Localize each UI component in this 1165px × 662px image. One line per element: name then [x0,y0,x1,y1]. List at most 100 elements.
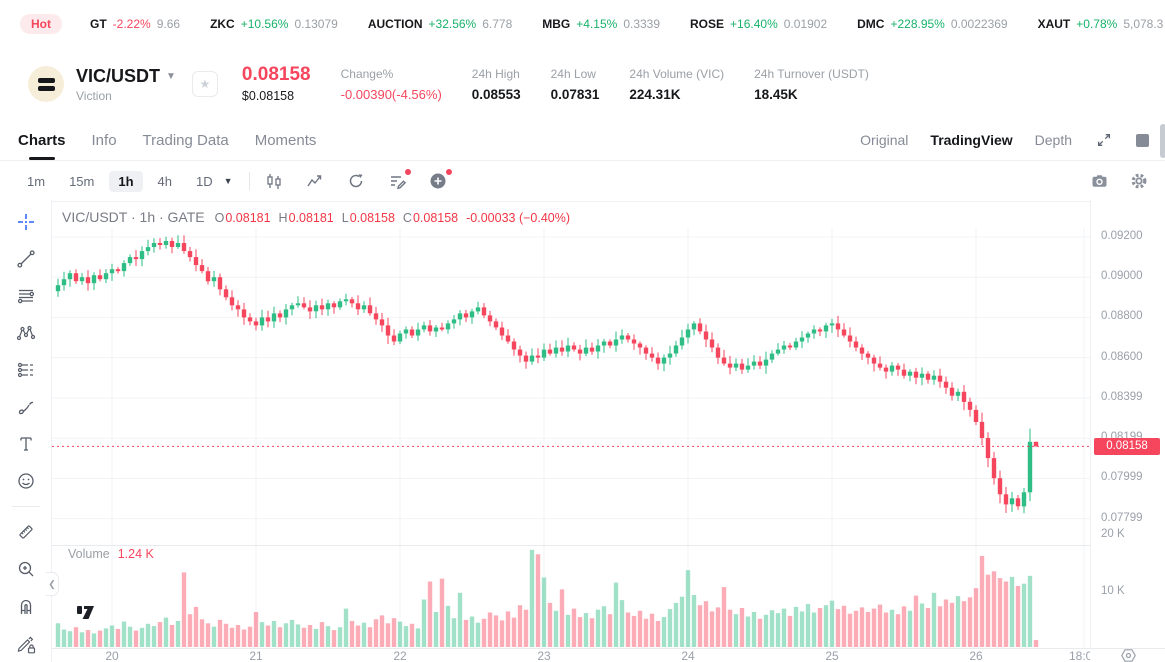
stat-value: 224.31K [629,86,681,102]
usd-price: $0.08158 [241,88,295,103]
price-axis-label: 0.08399 [1101,391,1143,403]
candle-style-icon[interactable] [264,171,284,191]
brush-tool[interactable] [12,393,40,421]
interval-buttons: 1m 15m 1h 4h 1D [18,170,222,192]
tab-info[interactable]: Info [91,131,117,149]
add-circle-icon[interactable] [428,169,452,191]
interval-button-1h[interactable]: 1h [109,170,143,192]
price-axis[interactable]: 0.09200 0.09000 0.08800 0.08600 0.08399 0.081… [1090,124,1165,648]
interval-button-15m[interactable]: 15m [69,173,95,189]
left-tabs: Charts Info Trading Data Moments [18,120,316,160]
view-tab-depth[interactable]: Depth [1034,132,1072,148]
stat-value: 0.08553 [471,86,521,102]
view-tab-tradingview[interactable]: TradingView [930,132,1013,148]
ohlc-c: C0.08158 [402,211,459,225]
indicators-icon[interactable] [305,171,325,191]
ticker-item-zkc[interactable]: ZKC +10.56% 0.13079 [210,17,338,31]
view-tab-original[interactable]: Original [860,132,909,148]
magnet-tool[interactable] [12,592,40,620]
ticker-change: +0.78% [1076,17,1118,31]
svg-text:20: 20 [105,649,119,662]
ticker-price: 5,078.3 [1123,17,1164,31]
script-edit-icon[interactable] [387,169,411,191]
ticker-item-rose[interactable]: ROSE +16.40% 0.01902 [690,17,827,31]
change-value: -0.00390(-4.56%) [340,86,442,102]
settings-gear-icon[interactable] [1129,171,1149,191]
ruler-tool[interactable] [12,518,40,546]
price-axis-label: 0.09200 [1101,230,1143,242]
ticker-price: 0.13079 [294,17,338,31]
svg-text:18:00: 18:00 [1069,649,1090,662]
chart-region: ❮ 20 21 22 23 24 25 26 18:00 VIC/USDT · 1h · GA… [0,124,1165,662]
tab-moments[interactable]: Moments [254,131,317,149]
ticker-price: 0.0022369 [950,17,1008,31]
ticker-change: +228.95% [890,17,945,31]
ticker-symbol: XAUT [1037,17,1071,31]
ohlc-values: O0.08181 H0.08181 L0.08158 C0.08158 -0.00033… [215,211,570,225]
long-position-tool[interactable] [12,356,40,384]
pair-logo [28,66,64,102]
ticker-symbol: DMC [857,17,885,31]
interval-dropdown-icon[interactable]: ▼ [223,176,233,186]
interval-button-1m[interactable]: 1m [27,173,46,189]
layout-square-icon[interactable] [1136,133,1149,147]
volume-value: 1.24 K [117,547,154,561]
scrollbar-thumb[interactable] [1160,124,1165,158]
text-tool[interactable] [12,430,40,458]
ticker-item-mbg[interactable]: MBG +4.15% 0.3339 [542,17,660,31]
price-axis-label: 0.09000 [1101,270,1143,283]
chevron-down-icon: ▼ [166,70,176,82]
ticker-price: 0.01902 [783,17,828,31]
notification-dot [445,169,452,175]
stat-label: 24h Turnover (USDT) [754,66,869,81]
sidebar-collapse-handle[interactable]: ❮ [46,572,59,596]
ticker-symbol: AUCTION [367,17,423,31]
svg-text:26: 26 [969,649,983,662]
pane-divider[interactable] [52,545,1165,546]
ticker-item-dmc[interactable]: DMC +228.95% 0.0022369 [857,17,1007,31]
fullscreen-icon[interactable] [1094,130,1114,150]
pair-header: VIC/USDT ▼ Viction ★ 0.08158 $0.08158 Ch… [0,48,1165,120]
price-axis-label: 0.08800 [1101,310,1143,323]
time-axis-border [52,648,1165,649]
interval-button-4h[interactable]: 4h [157,173,172,189]
candlestick-chart[interactable]: 20 21 22 23 24 25 26 18:00 [52,200,1090,662]
ticker-item-gt[interactable]: GT -2.22% 9.66 [90,17,180,31]
camera-icon[interactable] [1089,171,1109,191]
favorite-button[interactable]: ★ [191,71,218,97]
ticker-price: 9.66 [156,17,181,31]
stat-label: 24h High [471,66,520,81]
ticker-change: +4.15% [576,17,618,31]
ticker-change: +32.56% [428,17,477,31]
tab-trading-data[interactable]: Trading Data [142,131,229,149]
ticker-symbol: ZKC [210,17,235,31]
volume-axis-label: 20 K [1101,528,1125,540]
ohlc-h: H0.08181 [278,211,334,225]
svg-text:22: 22 [393,649,407,662]
ticker-change: +16.40% [730,17,778,31]
ticker-item-auction[interactable]: AUCTION +32.56% 6.778 [368,17,512,31]
ticker-item-xaut[interactable]: XAUT +0.78% 5,078.3 [1038,17,1164,31]
fib-retracement-tool[interactable] [12,282,40,310]
ticker-symbol: ROSE [690,17,725,31]
chart-toolbar: 1m 15m 1h 4h 1D ▼ [0,161,1165,202]
nav-tabs-row: Charts Info Trading Data Moments Original Tr… [0,120,1165,161]
change-label: Change% [340,66,394,81]
ticker-change: -2.22% [112,17,151,31]
xabcd-pattern-tool[interactable] [12,319,40,347]
interval-button-1d[interactable]: 1D [196,173,213,189]
svg-text:21: 21 [249,649,263,662]
emoji-tool[interactable] [12,467,40,495]
refresh-icon[interactable] [346,171,366,191]
lock-drawings-tool[interactable] [12,629,40,657]
pair-selector[interactable]: VIC/USDT ▼ [76,66,176,87]
price-axis-label: 0.08600 [1101,350,1143,363]
trend-line-tool[interactable] [12,245,40,273]
tab-charts[interactable]: Charts [18,120,66,160]
axis-settings-icon[interactable] [1121,649,1136,662]
stat-label: 24h Low [550,66,596,81]
current-price-badge: 0.08158 [1094,437,1160,455]
hot-badge: Hot [20,14,62,34]
crosshair-tool[interactable] [12,208,40,236]
zoom-in-tool[interactable] [12,555,40,583]
